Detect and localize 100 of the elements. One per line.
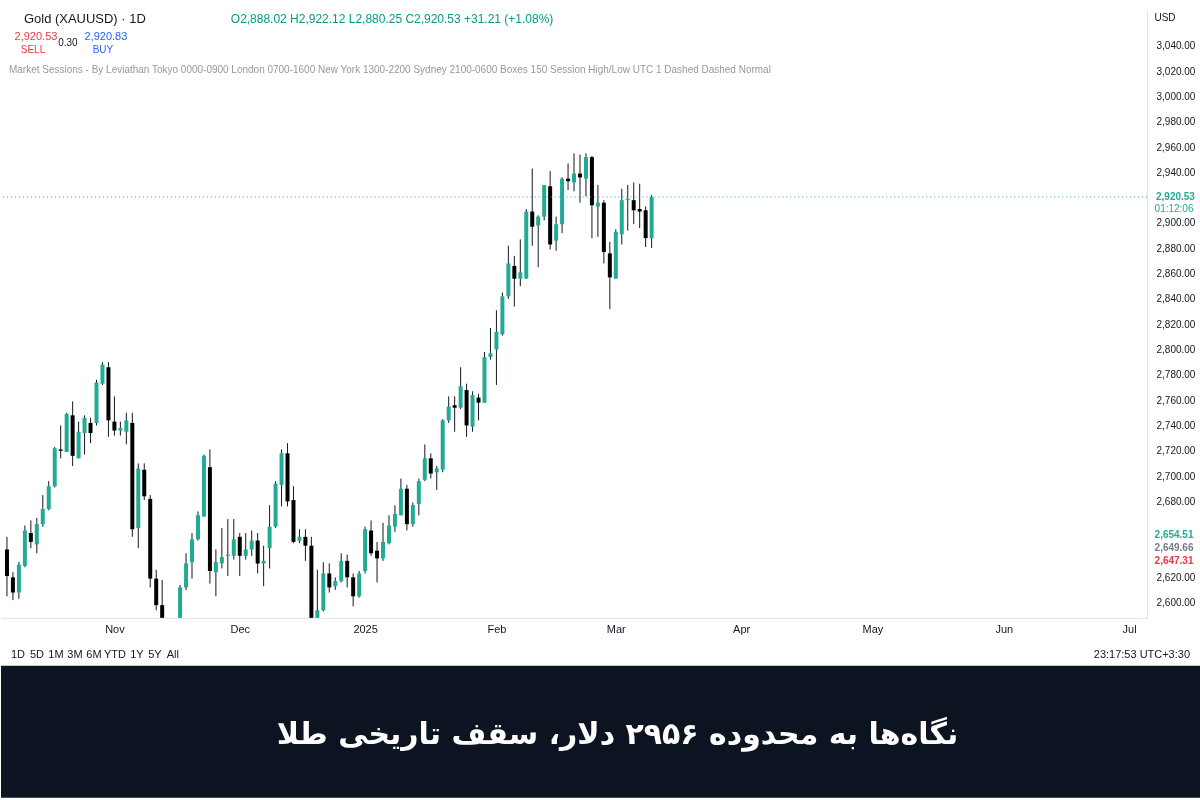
annotation: Market Sessions - By Leviathan Tokyo 0000-0900 London 0700-1600 New York 1300-2200 Sydney 2100-0600 Boxes 150 Session High/Low UTC 1 Dashed Dashed Normal <box>8 64 771 76</box>
y-tick-label: 2,820.00 <box>1156 318 1196 330</box>
candlestick <box>213 548 218 597</box>
y-tick-label: 3,000.00 <box>1156 90 1196 102</box>
candlestick <box>160 579 165 619</box>
candlestick <box>554 216 559 252</box>
candlestick <box>58 424 63 459</box>
candlestick <box>422 443 427 482</box>
y-tick-label: 2,860.00 <box>1156 268 1196 280</box>
candlestick <box>339 552 344 583</box>
text: 1M <box>48 647 64 660</box>
candlestick <box>219 527 224 569</box>
candlestick <box>476 393 481 421</box>
text: 2,654.51 <box>1154 528 1194 540</box>
candlestick <box>112 395 117 437</box>
candlestick <box>488 327 493 361</box>
candlestick <box>351 573 356 607</box>
x-tick-label: Apr <box>733 623 751 636</box>
candlestick <box>357 570 362 599</box>
y-tick-label: 2,740.00 <box>1156 419 1196 431</box>
x-tick-label: Jun <box>995 623 1014 636</box>
candlestick <box>452 395 457 433</box>
candlestick <box>410 502 415 528</box>
y-tick-label: 2,960.00 <box>1156 141 1196 153</box>
y-tick-label: 2,940.00 <box>1156 166 1196 178</box>
text: 3M <box>67 647 83 660</box>
candlestick <box>392 504 397 533</box>
x-tick-label: Mar <box>606 623 627 636</box>
candlestick <box>631 181 636 225</box>
y-tick-label: 2,760.00 <box>1156 394 1196 406</box>
y-tick-label: 3,040.00 <box>1156 40 1196 52</box>
y-tick-label: 2,800.00 <box>1156 344 1196 356</box>
text: 1D <box>10 647 26 660</box>
candlestick <box>416 478 421 516</box>
candlestick <box>446 395 451 424</box>
y-tick-label: 2,780.00 <box>1156 369 1196 381</box>
text: 1Y <box>130 647 145 660</box>
candlestick <box>88 417 93 444</box>
candlestick <box>637 183 642 229</box>
candlestick <box>572 152 577 192</box>
y-tick-label: 2,980.00 <box>1156 116 1196 128</box>
candlestick <box>124 412 129 445</box>
x-tick-label: Jul <box>1122 623 1137 636</box>
candlestick <box>249 529 254 557</box>
text: 5Y <box>148 647 163 660</box>
candlestick <box>369 519 374 557</box>
candlestick <box>255 532 260 575</box>
text: 2,647.31 <box>1154 554 1194 566</box>
annotation: 0.30 <box>58 37 79 49</box>
candlestick <box>190 532 194 580</box>
candlestick <box>428 452 433 480</box>
x-tick-label: 2025 <box>353 623 378 636</box>
candlestick <box>518 238 523 287</box>
candlestick <box>237 532 242 577</box>
y-tick-label: 2,680.00 <box>1156 495 1196 507</box>
annotation: SELL <box>20 44 46 56</box>
y-tick-label: 2,620.00 <box>1156 571 1196 583</box>
x-tick-label: May <box>862 623 884 636</box>
annotation: BUY <box>92 44 114 56</box>
candlestick <box>327 562 332 594</box>
candlestick <box>434 465 439 491</box>
text: USD <box>1154 12 1176 24</box>
text: نگاه‌ها به محدوده ۲۹۵۶ دلار، سقف تاریخی طلا <box>276 715 959 752</box>
text: 6M <box>86 647 102 660</box>
text: 23:17:53 UTC+3:30 <box>1093 647 1191 660</box>
candlestick <box>386 514 391 545</box>
candlestick <box>231 518 236 561</box>
text: 01:12:06 <box>1154 203 1194 215</box>
x-tick-label: Nov <box>105 623 126 636</box>
text: YTD <box>103 647 126 660</box>
candlestick <box>267 504 272 569</box>
candlestick <box>536 214 541 268</box>
y-tick-label: 2,900.00 <box>1156 217 1196 229</box>
candlestick <box>10 571 15 601</box>
candlestick <box>243 532 248 561</box>
candlestick <box>381 522 386 562</box>
candlestick <box>303 528 308 562</box>
candlestick <box>40 494 45 528</box>
y-tick-label: 2,720.00 <box>1156 445 1196 457</box>
ref-line-label: 2,920.53 <box>1156 190 1196 202</box>
y-tick-label: 2,840.00 <box>1156 293 1196 305</box>
y-tick-label: 3,020.00 <box>1156 65 1196 77</box>
y-tick-label: 2,600.00 <box>1156 597 1196 609</box>
candlestick <box>345 554 350 588</box>
text: All <box>166 647 179 660</box>
text: 2,649.66 <box>1154 541 1194 553</box>
candlestick <box>46 480 51 511</box>
candlestick <box>512 255 517 307</box>
candlestick <box>375 541 380 583</box>
y-tick-label: 2,880.00 <box>1156 242 1196 254</box>
candlestick <box>458 366 463 410</box>
x-tick-label: Dec <box>230 623 251 636</box>
candlestick <box>530 168 535 247</box>
candlestick <box>82 414 87 456</box>
candlestick <box>494 309 499 386</box>
candlestick <box>315 569 320 619</box>
annotation: 2,920.83 <box>84 30 128 43</box>
annotation: 2,920.53 <box>14 30 58 43</box>
candlestick <box>28 519 33 549</box>
x-tick-label: Feb <box>487 623 507 636</box>
